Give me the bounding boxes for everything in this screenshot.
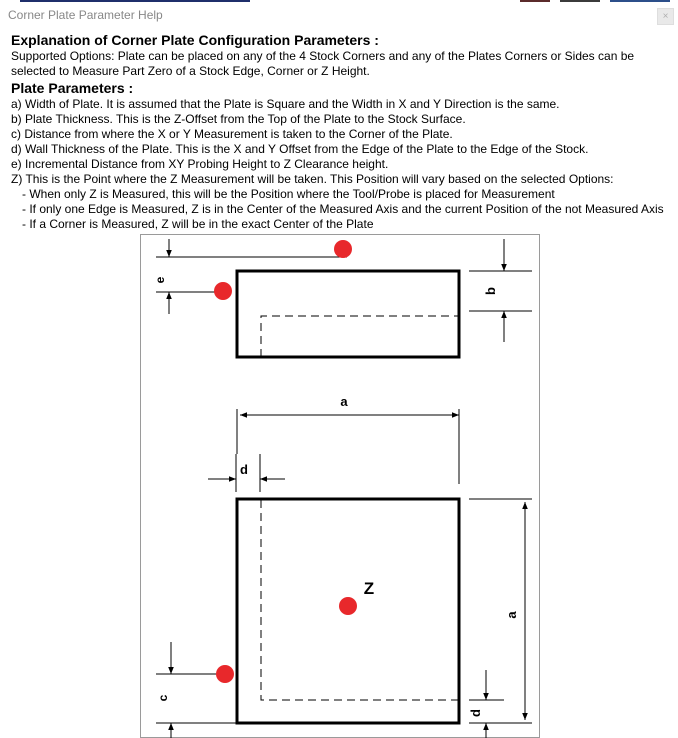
- z-option-2: - If only one Edge is Measured, Z is in …: [22, 202, 664, 216]
- label-z: Z: [364, 579, 374, 598]
- dimension-a-top: a: [236, 394, 460, 484]
- window-title: Corner Plate Parameter Help: [8, 8, 163, 22]
- top-strip-segment: [610, 0, 670, 2]
- supported-options-line-1: Supported Options: Plate can be placed o…: [11, 49, 635, 63]
- probe-point-top-icon: [334, 240, 352, 258]
- label-e: e: [153, 276, 167, 283]
- z-option-3: - If a Corner is Measured, Z will be in …: [22, 217, 374, 231]
- param-z-description: Z) This is the Point where the Z Measure…: [11, 172, 614, 186]
- param-c-description: c) Distance from where the X or Y Measur…: [11, 127, 453, 141]
- label-b: b: [483, 287, 498, 295]
- explanation-heading: Explanation of Corner Plate Configuratio…: [11, 32, 379, 48]
- dimension-e: e: [153, 239, 347, 314]
- probe-point-edge-icon: [216, 665, 234, 683]
- close-icon: ×: [662, 11, 669, 22]
- dimension-d-bottom: d: [468, 670, 504, 738]
- dimension-c: c: [156, 642, 237, 738]
- label-d-bottom: d: [468, 709, 483, 717]
- help-content: Explanation of Corner Plate Configuratio…: [0, 29, 678, 738]
- label-d-top: d: [240, 462, 248, 477]
- probe-point-z-icon: [339, 597, 357, 615]
- param-a-description: a) Width of Plate. It is assumed that th…: [11, 97, 560, 111]
- top-strip-segment: [20, 0, 250, 2]
- param-d-description: d) Wall Thickness of the Plate. This is …: [11, 142, 589, 156]
- supported-options-line-2: selected to Measure Part Zero of a Stock…: [11, 64, 370, 78]
- label-a-top: a: [340, 394, 348, 409]
- top-accent-strip: [0, 0, 678, 2]
- plate-parameters-heading: Plate Parameters :: [11, 80, 134, 96]
- side-view-plate: [235, 269, 461, 359]
- diagram-frame: [140, 234, 540, 738]
- window-titlebar[interactable]: Corner Plate Parameter Help ×: [0, 2, 678, 29]
- top-strip-segment: [520, 0, 550, 2]
- close-button[interactable]: ×: [657, 8, 674, 25]
- z-option-1: - When only Z is Measured, this will be …: [22, 187, 555, 201]
- label-c: c: [156, 694, 170, 701]
- dimension-b: b: [469, 239, 532, 342]
- top-view-plate: [235, 497, 461, 725]
- top-strip-segment: [560, 0, 600, 2]
- label-a-right: a: [504, 611, 519, 619]
- param-e-description: e) Incremental Distance from XY Probing …: [11, 157, 389, 171]
- param-b-description: b) Plate Thickness. This is the Z-Offset…: [11, 112, 466, 126]
- dimension-d-top: d: [208, 454, 285, 492]
- corner-plate-diagram: e b a d: [140, 234, 540, 738]
- probe-point-side-icon: [214, 282, 232, 300]
- dimension-a-right: a: [469, 498, 532, 724]
